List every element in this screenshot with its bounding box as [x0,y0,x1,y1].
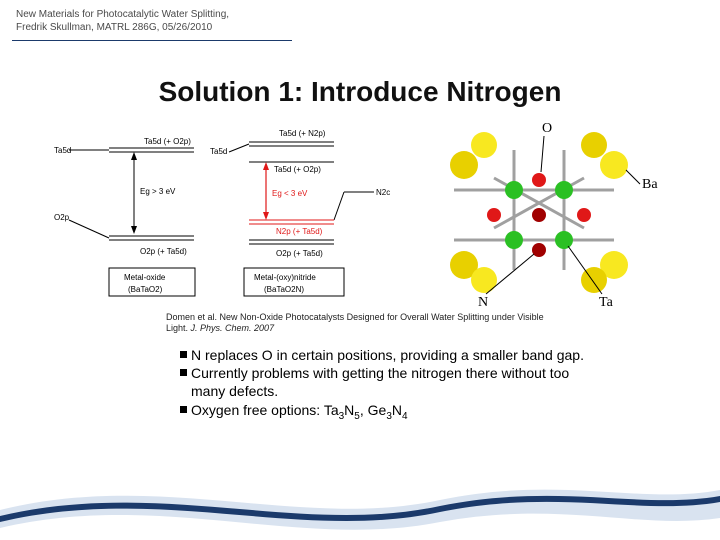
left-box-top: Metal-oxide [124,273,166,282]
figure-area: Ta5d (+ O2p) Ta5d Eg > 3 eV O2p (+ Ta5d)… [54,120,666,310]
right-box-bot: (BaTaO2N) [264,285,304,294]
header-line1: New Materials for Photocatalytic Water S… [16,8,229,21]
caption-ital: J. Phys. Chem. 2007 [191,323,275,333]
figure-caption: Domen et al. New Non-Oxide Photocatalyst… [166,312,556,335]
bullet-1-text: N replaces O in certain positions, provi… [191,346,584,364]
crystal-structure: O Ba N Ta [450,121,658,310]
right-o2p: O2p (+ Ta5d) [276,249,323,258]
bullet-3-text: Oxygen free options: Ta3N5, Ge3N4 [191,401,408,423]
header-line2: Fredrik Skullman, MATRL 286G, 05/26/2010 [16,21,229,34]
b3-seg: N [392,402,402,418]
header-underline [12,40,292,41]
left-o2p: O2p [54,213,70,222]
slide: New Materials for Photocatalytic Water S… [0,0,720,540]
right-ta5d: Ta5d [210,147,227,156]
label-ba: Ba [642,177,658,192]
right-n2c: N2c [376,188,390,197]
header-block: New Materials for Photocatalytic Water S… [16,8,229,34]
bullet-1: N replaces O in certain positions, provi… [180,346,590,364]
left-ta5d: Ta5d [54,146,71,155]
bullet-list: N replaces O in certain positions, provi… [180,346,590,422]
left-vb-label: O2p (+ Ta5d) [140,247,187,256]
bullet-2: Currently problems with getting the nitr… [180,364,590,400]
right-box-top: Metal-(oxy)nitride [254,273,316,282]
right-ta5d-o2p: Ta5d (+ O2p) [274,165,321,174]
footer-wave [0,460,720,540]
bullet-icon [180,369,187,376]
label-ta: Ta [599,295,614,310]
bullet-3: Oxygen free options: Ta3N5, Ge3N4 [180,401,590,423]
left-gap: Eg > 3 eV [140,187,176,196]
right-gap: Eg < 3 eV [272,189,308,198]
slide-title: Solution 1: Introduce Nitrogen [0,76,720,108]
bullet-2-text: Currently problems with getting the nitr… [191,364,590,400]
b3-seg: , Ge [360,402,386,418]
b3-seg: N [344,402,354,418]
left-box-bot: (BaTaO2) [128,285,163,294]
right-cb-label: Ta5d (+ N2p) [279,129,326,138]
b3-sub: 4 [402,410,408,421]
label-n: N [478,295,488,310]
figure-svg: Ta5d (+ O2p) Ta5d Eg > 3 eV O2p (+ Ta5d)… [54,120,666,310]
bullet-icon [180,351,187,358]
b3-seg: Oxygen free options: Ta [191,402,339,418]
right-n2p: N2p (+ Ta5d) [276,227,323,236]
bullet-icon [180,406,187,413]
left-cb-label: Ta5d (+ O2p) [144,137,191,146]
label-o: O [542,121,552,136]
